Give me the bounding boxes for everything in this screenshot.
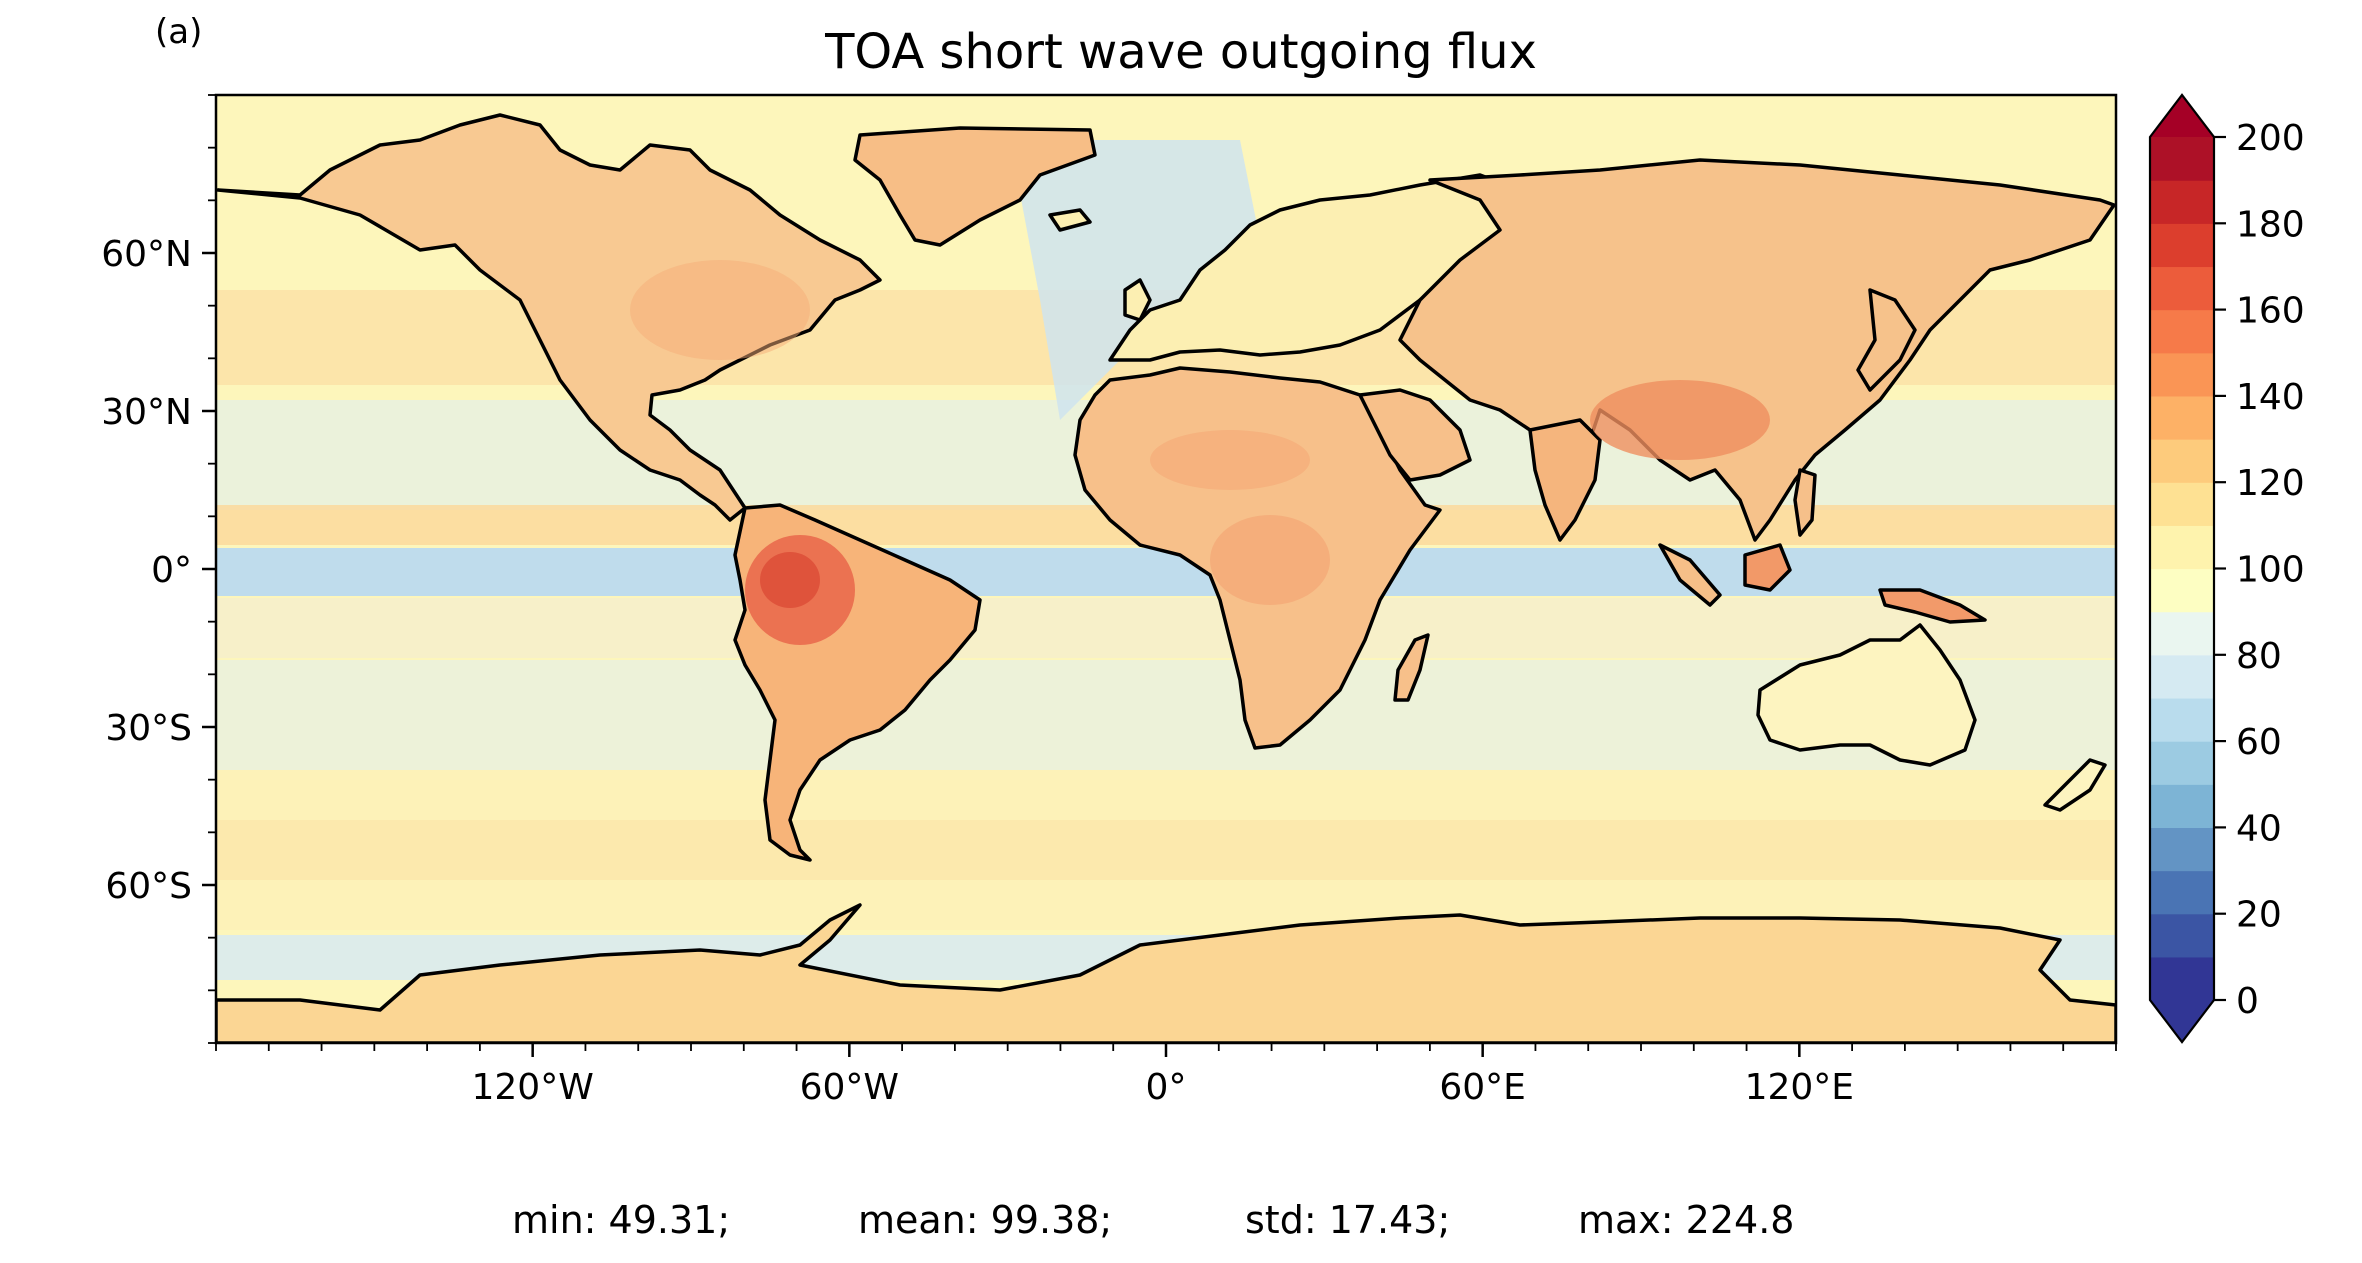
panel-label: (a) [155, 12, 203, 52]
madagascar-land [1393, 633, 1430, 702]
congo-hotspot [1210, 515, 1330, 605]
colorbar: 0 20 40 60 80 100 120 140 160 180 200 [2148, 93, 2305, 1044]
colorbar-tick-label: 40 [2236, 808, 2282, 849]
colorbar-segment [2150, 741, 2214, 785]
colorbar-segment [2150, 568, 2214, 613]
colorbar-segment [2150, 956, 2214, 1001]
colorbar-tick-label: 60 [2236, 722, 2282, 763]
arabia-land [1358, 388, 1472, 482]
y-axis: 60°N 30°N 0° 30°S 60°S [101, 94, 216, 1044]
colorbar-tick-label: 180 [2236, 204, 2305, 245]
land-masses [216, 113, 2116, 1043]
colorbar-segment [2150, 395, 2214, 440]
y-tick-label: 60°S [105, 866, 192, 907]
colorbar-tick-label: 200 [2236, 118, 2305, 159]
philippines-land [1793, 468, 1817, 537]
borneo-land [1743, 543, 1792, 592]
map-panel [216, 95, 2116, 1043]
colorbar-segment [2150, 439, 2214, 483]
colorbar-tick-label: 120 [2236, 463, 2305, 504]
colorbar-tick-label: 0 [2236, 981, 2259, 1022]
new-guinea-land [1878, 588, 1987, 624]
y-tick-label: 0° [151, 550, 192, 591]
sahara-hotspot [1150, 430, 1310, 490]
x-axis: 120°W 60°W 0° 60°E 120°E [215, 1043, 2117, 1108]
colorbar-tick-label: 140 [2236, 377, 2305, 418]
stat-mean: mean: 99.38; [858, 1198, 1113, 1242]
colorbar-segment [2150, 697, 2214, 742]
stat-max: max: 224.8 [1578, 1198, 1795, 1242]
colorbar-segment [2150, 266, 2214, 311]
x-tick-label: 0° [1146, 1067, 1187, 1108]
equatorial-cold-tongue [216, 548, 2116, 596]
colorbar-segment [2150, 223, 2214, 268]
antarctica-land [216, 903, 2116, 1043]
colorbar-segment [2150, 482, 2214, 526]
north-america-hotspot [630, 260, 810, 360]
colorbar-segment [2150, 525, 2214, 570]
x-tick-label: 120°E [1745, 1067, 1854, 1108]
stat-std: std: 17.43; [1245, 1198, 1451, 1242]
colorbar-segment [2150, 352, 2214, 397]
x-tick-label: 120°W [472, 1067, 594, 1108]
colorbar-tick-label: 100 [2236, 550, 2305, 591]
new-zealand-land [2043, 758, 2107, 812]
china-hotspot [1590, 380, 1770, 460]
colorbar-segment [2150, 137, 2214, 181]
colorbar-tick-label: 80 [2236, 636, 2282, 677]
uk-land [1123, 278, 1152, 322]
colorbar-extend-max [2150, 95, 2214, 137]
colorbar-segment [2150, 913, 2214, 958]
colorbar-segment [2150, 611, 2214, 656]
y-tick-label: 60°N [101, 234, 192, 275]
amazon-hotspot-core [760, 552, 820, 608]
north-america-land [216, 113, 882, 522]
x-tick-label: 60°W [800, 1067, 899, 1108]
southern-cloud-band [216, 820, 2116, 880]
colorbar-extend-min [2150, 1000, 2214, 1042]
greenland-land [853, 126, 1097, 247]
sumatra-land [1658, 543, 1722, 607]
y-tick-label: 30°N [101, 392, 192, 433]
colorbar-segment [2150, 654, 2214, 699]
x-tick-label: 60°E [1439, 1067, 1526, 1108]
colorbar-segment [2150, 309, 2214, 354]
colorbar-segment [2150, 827, 2214, 872]
colorbar-segment [2150, 180, 2214, 224]
colorbar-tick-label: 160 [2236, 291, 2305, 332]
map-title: TOA short wave outgoing flux [825, 24, 1537, 80]
colorbar-segment [2150, 784, 2214, 828]
india-land [1528, 418, 1602, 542]
stat-min: min: 49.31; [512, 1198, 731, 1242]
colorbar-segment [2150, 870, 2214, 915]
south-equatorial-band [216, 598, 2116, 658]
colorbar-tick-label: 20 [2236, 895, 2282, 936]
japan-land [1856, 288, 1917, 392]
australia-land [1756, 623, 1977, 767]
y-tick-label: 30°S [105, 708, 192, 749]
iceland-land [1048, 208, 1092, 232]
